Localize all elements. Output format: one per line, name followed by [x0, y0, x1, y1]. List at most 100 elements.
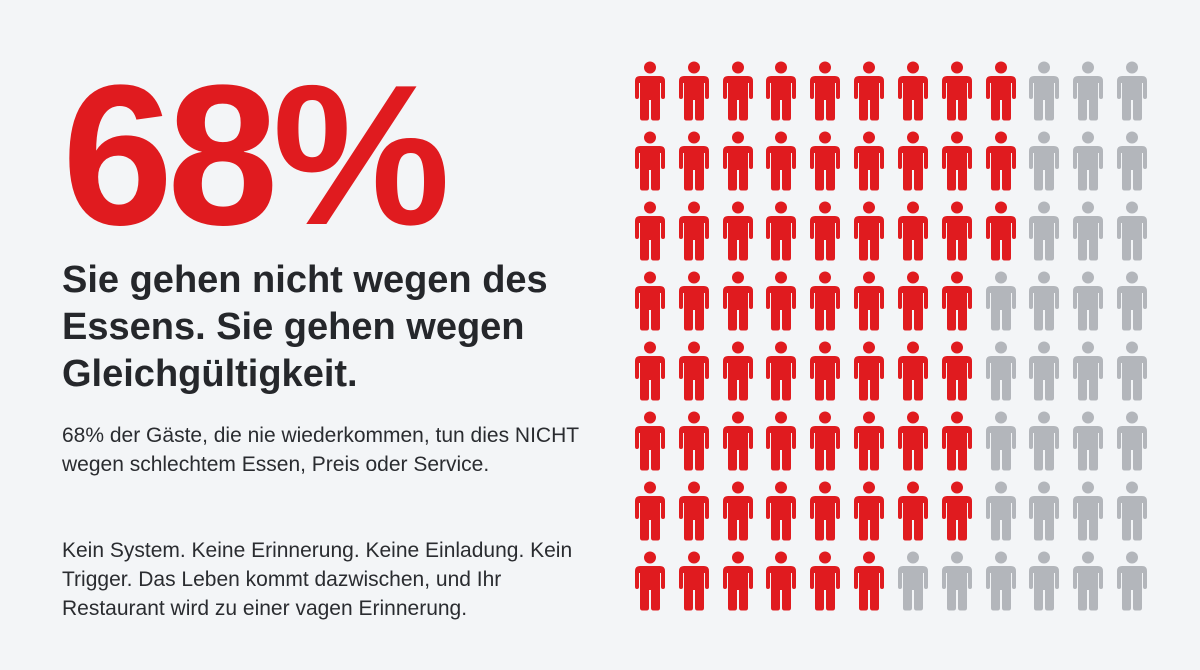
- person-icon-highlighted: [628, 406, 672, 476]
- person-icon-highlighted: [935, 56, 979, 126]
- person-icon: [1029, 411, 1060, 471]
- person-icon: [1073, 481, 1104, 541]
- person-icon: [1022, 266, 1066, 336]
- person-icon: [1110, 126, 1154, 196]
- person-icon: [1117, 411, 1148, 471]
- person-icon-highlighted: [979, 56, 1023, 126]
- person-icon-highlighted: [672, 196, 716, 266]
- person-icon: [722, 201, 753, 261]
- person-icon-highlighted: [716, 476, 760, 546]
- person-icon-highlighted: [672, 546, 716, 616]
- person-icon: [1073, 551, 1104, 611]
- person-icon: [634, 271, 665, 331]
- person-icon: [979, 406, 1023, 476]
- person-icon-highlighted: [628, 196, 672, 266]
- person-icon-highlighted: [759, 196, 803, 266]
- person-icon-highlighted: [716, 126, 760, 196]
- person-icon: [1022, 476, 1066, 546]
- person-icon: [634, 201, 665, 261]
- person-icon-highlighted: [672, 126, 716, 196]
- person-icon-highlighted: [847, 336, 891, 406]
- person-icon: [1066, 266, 1110, 336]
- person-icon: [985, 201, 1016, 261]
- person-icon: [1029, 131, 1060, 191]
- person-icon: [634, 61, 665, 121]
- person-icon: [941, 341, 972, 401]
- person-icon: [766, 131, 797, 191]
- person-icon: [897, 201, 928, 261]
- person-icon: [897, 341, 928, 401]
- person-icon-highlighted: [803, 196, 847, 266]
- person-icon: [1073, 61, 1104, 121]
- person-icon-highlighted: [935, 196, 979, 266]
- person-icon: [1022, 406, 1066, 476]
- person-icon: [678, 201, 709, 261]
- person-icon: [854, 201, 885, 261]
- person-icon: [634, 411, 665, 471]
- person-icon: [985, 61, 1016, 121]
- person-icon-highlighted: [759, 336, 803, 406]
- person-icon: [1066, 196, 1110, 266]
- person-icon-highlighted: [891, 196, 935, 266]
- person-icon: [985, 481, 1016, 541]
- person-icon: [1110, 56, 1154, 126]
- person-icon: [810, 481, 841, 541]
- person-icon-highlighted: [803, 266, 847, 336]
- person-icon-highlighted: [803, 336, 847, 406]
- person-icon: [766, 341, 797, 401]
- person-icon-highlighted: [847, 56, 891, 126]
- person-icon-highlighted: [716, 266, 760, 336]
- person-icon: [722, 411, 753, 471]
- person-icon: [1110, 476, 1154, 546]
- person-icon-highlighted: [847, 406, 891, 476]
- person-icon: [979, 336, 1023, 406]
- person-icon: [979, 476, 1023, 546]
- person-icon-highlighted: [935, 476, 979, 546]
- person-icon: [1022, 126, 1066, 196]
- person-icon: [1110, 406, 1154, 476]
- person-icon: [854, 131, 885, 191]
- person-icon: [985, 271, 1016, 331]
- person-icon-highlighted: [891, 266, 935, 336]
- person-icon: [935, 546, 979, 616]
- person-icon: [1117, 131, 1148, 191]
- person-icon: [1029, 481, 1060, 541]
- person-icon: [941, 411, 972, 471]
- person-icon: [897, 271, 928, 331]
- person-icon-highlighted: [891, 336, 935, 406]
- person-icon: [897, 411, 928, 471]
- person-icon-highlighted: [935, 266, 979, 336]
- person-icon: [678, 341, 709, 401]
- person-icon-highlighted: [847, 196, 891, 266]
- person-icon: [634, 481, 665, 541]
- person-icon: [1117, 271, 1148, 331]
- person-icon-highlighted: [628, 546, 672, 616]
- person-icon: [1066, 546, 1110, 616]
- person-icon: [941, 201, 972, 261]
- person-icon: [1073, 341, 1104, 401]
- person-icon-highlighted: [672, 266, 716, 336]
- person-icon: [1110, 546, 1154, 616]
- person-icon-highlighted: [935, 336, 979, 406]
- person-icon: [810, 271, 841, 331]
- person-icon: [1029, 201, 1060, 261]
- person-icon: [1066, 406, 1110, 476]
- person-icon-highlighted: [935, 126, 979, 196]
- person-icon: [1066, 476, 1110, 546]
- stat-value: 68%: [62, 44, 450, 267]
- person-icon: [897, 551, 928, 611]
- person-icon: [722, 271, 753, 331]
- person-icon-highlighted: [628, 56, 672, 126]
- person-icon: [1029, 341, 1060, 401]
- person-icon: [810, 411, 841, 471]
- person-icon: [722, 341, 753, 401]
- person-icon-highlighted: [891, 56, 935, 126]
- person-icon: [1073, 131, 1104, 191]
- pictogram-grid: [628, 56, 1154, 616]
- body-paragraph-2: Kein System. Keine Erinnerung. Keine Ein…: [62, 539, 573, 620]
- person-icon: [854, 61, 885, 121]
- person-icon-highlighted: [847, 126, 891, 196]
- person-icon: [634, 131, 665, 191]
- person-icon: [766, 201, 797, 261]
- person-icon: [722, 131, 753, 191]
